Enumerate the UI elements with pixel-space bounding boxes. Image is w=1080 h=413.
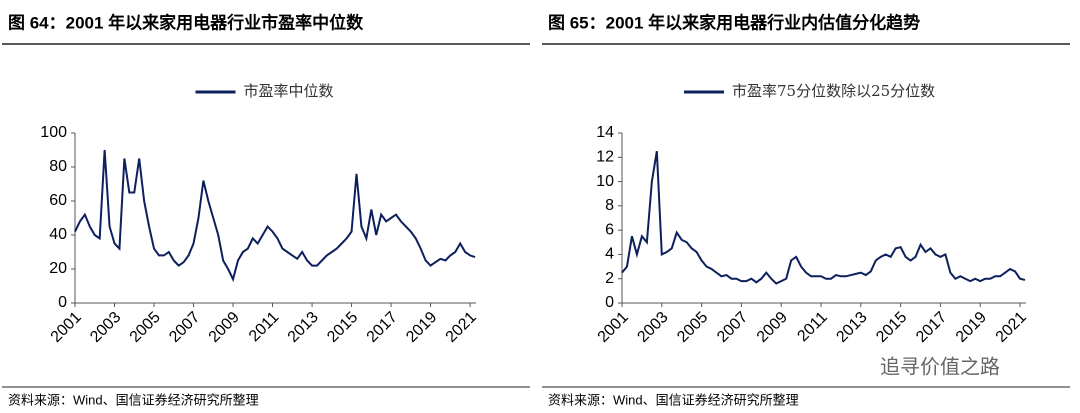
line [621,151,1026,285]
y-tick-label: 40 [49,226,67,243]
legend-label: 市盈率75分位数除以25分位数 [732,82,935,100]
x-tick-label: 2013 [833,309,870,346]
x-tick-label: 2003 [634,309,671,346]
x-tick-label: 2019 [403,309,440,346]
y-tick-label: 0 [58,294,67,311]
x-tick-label: 2003 [87,309,124,346]
watermark: 追寻价值之路 [880,355,1000,378]
x-tick-label: 2001 [48,309,85,346]
y-tick-label: 60 [49,192,67,209]
y-tick-label: 0 [605,294,614,311]
x-tick-label: 2005 [127,309,164,346]
y-tick-label: 10 [596,173,614,190]
x-tick-label: 2017 [364,309,401,346]
y-tick-label: 8 [605,197,614,214]
x-tick-label: 2017 [913,309,950,346]
x-tick-label: 2005 [674,309,711,346]
y-tick-label: 12 [596,149,614,166]
x-tick-label: 2013 [285,309,322,346]
x-tick-label: 2011 [794,309,830,345]
y-tick-label: 80 [49,158,67,175]
line [74,149,476,283]
x-tick-label: 2015 [324,309,361,346]
y-tick-label: 14 [596,124,614,141]
x-tick-label: 2001 [595,309,632,346]
legend-label: 市盈率中位数 [244,82,334,100]
chart-title: 图 65：2001 年以来家用电器行业内估值分化趋势 [548,12,920,32]
y-tick-label: 100 [40,124,67,141]
x-tick-label: 2015 [873,309,910,346]
x-tick-label: 2009 [754,309,791,346]
y-tick-label: 6 [605,221,614,238]
x-tick-label: 2019 [953,309,990,346]
chart-title: 图 64：2001 年以来家用电器行业市盈率中位数 [8,12,364,32]
source: 资料来源：Wind、国信证券经济研究所整理 [8,392,259,407]
x-tick-label: 2009 [206,309,243,346]
x-tick-label: 2011 [246,309,282,345]
x-tick-label: 2021 [993,309,1030,346]
y-tick-label: 4 [605,246,614,263]
source: 资料来源：Wind、国信证券经济研究所整理 [548,392,799,407]
x-tick-label: 2007 [166,309,203,346]
x-tick-label: 2007 [714,309,751,346]
y-tick-label: 2 [605,270,614,287]
y-tick-label: 20 [49,260,67,277]
x-tick-label: 2021 [443,309,480,346]
